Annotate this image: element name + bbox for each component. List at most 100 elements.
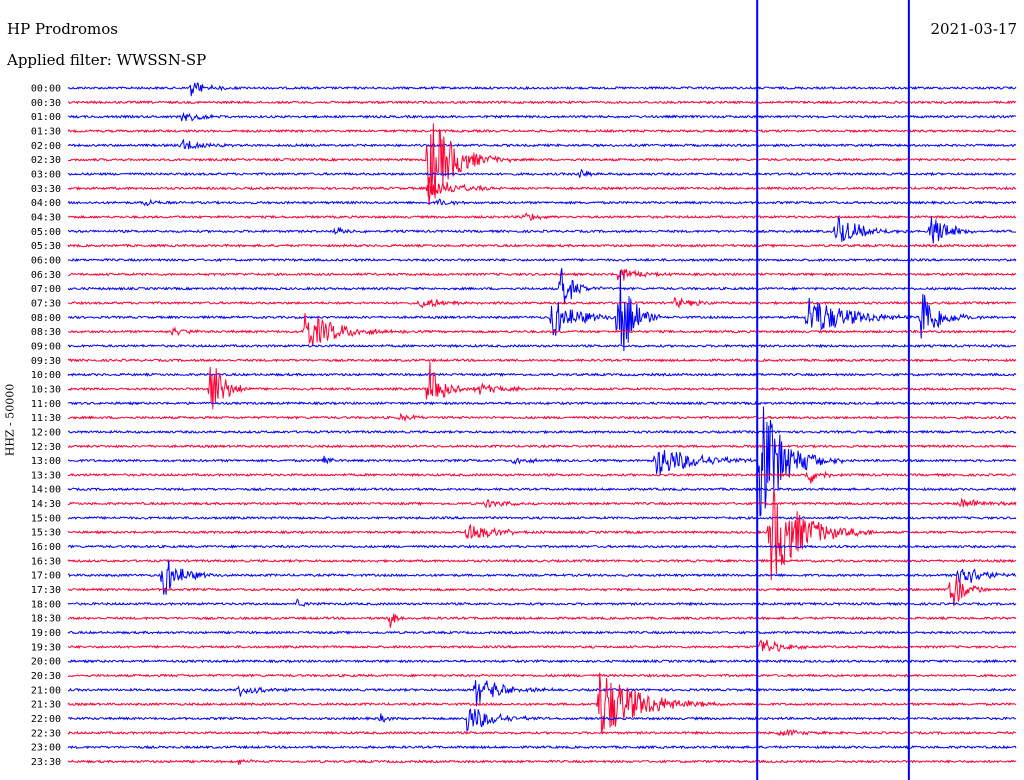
filter-label: Applied filter: WWSSN-SP xyxy=(7,51,207,69)
time-label: 12:30 xyxy=(31,442,61,453)
trace-line xyxy=(67,216,1016,244)
trace-line xyxy=(67,123,1017,206)
trace-line xyxy=(67,575,1017,607)
time-label: 02:30 xyxy=(31,155,61,166)
trace-line xyxy=(67,758,1017,766)
trace-line xyxy=(67,559,1017,595)
time-label: 00:30 xyxy=(31,98,61,109)
time-label: 09:00 xyxy=(31,341,61,352)
time-label: 23:00 xyxy=(31,743,61,754)
trace-line xyxy=(67,613,1017,628)
trace-line xyxy=(67,680,1017,707)
trace-line xyxy=(67,630,1017,635)
trace-line xyxy=(67,257,1017,263)
trace-line xyxy=(67,177,1017,197)
time-label: 20:00 xyxy=(31,657,61,668)
trace-line xyxy=(67,429,1017,435)
time-label: 02:00 xyxy=(31,141,61,152)
traces xyxy=(67,82,1017,766)
trace-line xyxy=(67,198,1017,207)
time-labels: 00:00 00:30 01:00 01:30 02:00 02:30 03:00 03:30… xyxy=(31,84,61,769)
time-label: 16:30 xyxy=(31,556,61,567)
time-label: 07:30 xyxy=(31,298,61,309)
time-label: 16:00 xyxy=(31,542,61,553)
trace-line xyxy=(67,296,1017,309)
trace-line xyxy=(67,639,1017,653)
time-label: 22:00 xyxy=(31,714,61,725)
time-label: 10:30 xyxy=(31,384,61,395)
time-label: 19:30 xyxy=(31,642,61,653)
time-label: 13:30 xyxy=(31,470,61,481)
trace-line xyxy=(67,358,1017,363)
trace-line xyxy=(67,313,1017,347)
time-label: 01:00 xyxy=(31,112,61,123)
time-label: 15:00 xyxy=(31,513,61,524)
time-label: 17:30 xyxy=(31,585,61,596)
time-label: 11:00 xyxy=(31,399,61,410)
time-label: 05:30 xyxy=(31,241,61,252)
time-label: 04:00 xyxy=(31,198,61,209)
trace-line xyxy=(67,708,1017,733)
time-label: 18:00 xyxy=(31,599,61,610)
station-title: HP Prodromos xyxy=(7,20,118,38)
time-label: 15:30 xyxy=(31,528,61,539)
trace-line xyxy=(67,82,1017,97)
trace-line xyxy=(67,728,1017,737)
time-label: 14:00 xyxy=(31,485,61,496)
trace-line xyxy=(67,470,1017,484)
date-label: 2021-03-17 xyxy=(930,20,1017,38)
trace-line xyxy=(67,673,1017,678)
trace-line xyxy=(67,372,1017,378)
trace-line xyxy=(67,268,1017,281)
time-label: 03:30 xyxy=(31,184,61,195)
trace-line xyxy=(68,270,1017,352)
trace-line xyxy=(67,212,1017,222)
trace-line xyxy=(67,598,1017,608)
time-label: 10:00 xyxy=(31,370,61,381)
trace-line xyxy=(67,544,1017,549)
trace-line xyxy=(67,361,1017,410)
trace-line xyxy=(67,486,1017,492)
time-label: 01:30 xyxy=(31,126,61,137)
trace-line xyxy=(67,558,1017,564)
trace-line xyxy=(67,488,1017,581)
time-label: 20:30 xyxy=(31,671,61,682)
trace-line xyxy=(67,168,1017,178)
time-label: 04:30 xyxy=(31,212,61,223)
trace-line xyxy=(67,658,1017,664)
time-label: 11:30 xyxy=(31,413,61,424)
time-label: 07:00 xyxy=(31,284,61,295)
trace-line xyxy=(67,128,1016,134)
trace-line xyxy=(67,139,1017,150)
time-label: 19:00 xyxy=(31,628,61,639)
trace-line xyxy=(67,443,1017,449)
time-label: 08:00 xyxy=(31,313,61,324)
time-label: 14:30 xyxy=(31,499,61,510)
trace-line xyxy=(67,99,1017,105)
time-label: 23:30 xyxy=(31,757,61,768)
time-label: 22:30 xyxy=(31,728,61,739)
time-label: 21:00 xyxy=(31,685,61,696)
glitches xyxy=(756,0,910,780)
trace-line xyxy=(67,497,1017,509)
time-label: 21:30 xyxy=(31,700,61,711)
trace-line xyxy=(67,343,1017,349)
time-label: 00:00 xyxy=(31,84,61,95)
trace-line xyxy=(67,111,1017,122)
time-label: 09:30 xyxy=(31,356,61,367)
trace-line xyxy=(67,515,1017,521)
time-label: 03:00 xyxy=(31,169,61,180)
trace-line xyxy=(67,672,1017,733)
trace-line xyxy=(67,744,1017,750)
time-label: 06:00 xyxy=(31,255,61,266)
trace-line xyxy=(67,412,1017,423)
time-label: 05:00 xyxy=(31,227,61,238)
time-label: 18:30 xyxy=(31,614,61,625)
trace-line xyxy=(67,406,1017,517)
trace-line xyxy=(67,400,1017,406)
time-label: 06:30 xyxy=(31,270,61,281)
trace-line xyxy=(67,268,1017,304)
time-label: 17:00 xyxy=(31,571,61,582)
trace-line xyxy=(67,243,1017,249)
